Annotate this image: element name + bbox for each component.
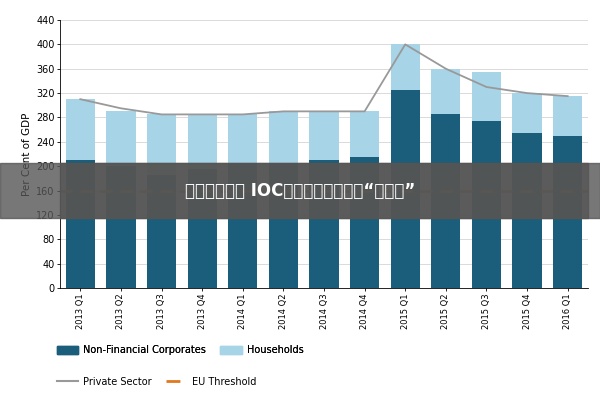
Bar xyxy=(431,114,460,288)
Bar xyxy=(350,157,379,288)
Bar xyxy=(512,133,542,288)
Bar xyxy=(228,163,257,288)
Bar xyxy=(106,111,136,166)
Bar xyxy=(188,114,217,169)
Bar xyxy=(188,169,217,288)
Bar xyxy=(65,160,95,288)
Bar xyxy=(553,136,583,288)
Bar xyxy=(228,114,257,163)
Bar xyxy=(147,175,176,288)
Bar xyxy=(350,111,379,157)
Bar xyxy=(310,111,338,160)
Bar xyxy=(106,166,136,288)
Bar xyxy=(60,163,588,218)
Bar xyxy=(431,69,460,114)
Text: 股票安全配资 IOC主席巴赫期待再会“广州梦”: 股票安全配资 IOC主席巴赫期待再会“广州梦” xyxy=(185,182,415,200)
Legend: Private Sector, EU Threshold: Private Sector, EU Threshold xyxy=(53,373,261,391)
Bar xyxy=(391,90,420,288)
Bar xyxy=(147,114,176,175)
Y-axis label: Per Cent of GDP: Per Cent of GDP xyxy=(22,112,32,196)
Bar xyxy=(310,160,338,288)
Bar xyxy=(65,99,95,160)
Bar xyxy=(472,72,501,120)
Bar xyxy=(512,93,542,133)
Bar xyxy=(553,96,583,136)
Bar xyxy=(472,120,501,288)
Legend: Non-Financial Corporates, Households: Non-Financial Corporates, Households xyxy=(53,341,307,359)
Bar xyxy=(269,163,298,288)
Bar xyxy=(391,44,420,90)
Bar xyxy=(269,111,298,163)
